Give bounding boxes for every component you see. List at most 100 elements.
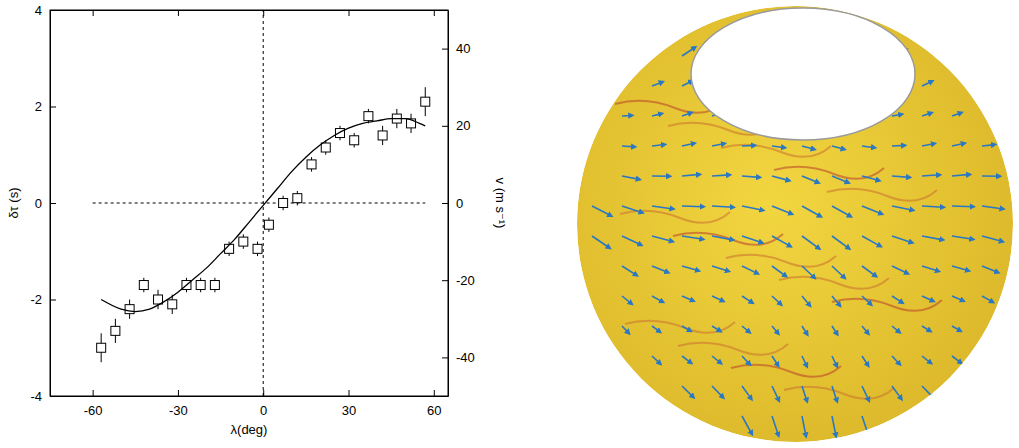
flow-arrow bbox=[622, 176, 640, 179]
x-top-tick bbox=[178, 10, 179, 16]
flow-arrow bbox=[952, 205, 974, 207]
flow-arrow bbox=[772, 266, 786, 276]
data-point bbox=[279, 199, 288, 208]
flow-arrow bbox=[892, 356, 900, 364]
y2-tick-label: 40 bbox=[456, 41, 470, 56]
plot-frame bbox=[50, 10, 448, 396]
flow-arrow bbox=[742, 176, 760, 177]
streak bbox=[726, 255, 836, 267]
flow-arrow bbox=[682, 356, 691, 363]
flow-arrow bbox=[652, 326, 660, 332]
flow-arrow bbox=[832, 176, 849, 183]
flow-arrow bbox=[862, 386, 869, 401]
flow-arrow bbox=[712, 236, 733, 240]
flow-arrow bbox=[802, 206, 821, 216]
flow-arrow bbox=[832, 326, 837, 334]
data-point bbox=[239, 237, 248, 246]
y2-tick-mark bbox=[442, 357, 448, 358]
x-tick: 60 bbox=[427, 390, 441, 418]
flow-arrow bbox=[832, 296, 840, 306]
data-point bbox=[378, 131, 387, 140]
flow-arrow bbox=[802, 176, 819, 183]
flow-arrow bbox=[982, 145, 995, 146]
flow-arrow bbox=[652, 82, 663, 86]
flow-arrow bbox=[802, 356, 807, 366]
flow-arrow bbox=[652, 175, 670, 177]
flow-arrow bbox=[892, 114, 902, 116]
flow-arrow bbox=[742, 416, 752, 434]
flow-arrow bbox=[682, 174, 700, 176]
flow-arrow bbox=[592, 206, 611, 216]
streak bbox=[731, 365, 841, 377]
flow-arrow bbox=[772, 206, 792, 214]
flow-arrow bbox=[832, 356, 837, 366]
streak bbox=[784, 387, 894, 399]
flow-arrow bbox=[682, 326, 691, 331]
y-tick-mark bbox=[50, 203, 56, 204]
flow-arrow bbox=[862, 356, 868, 366]
flow-arrow bbox=[802, 416, 806, 436]
flow-arrow bbox=[832, 236, 849, 249]
flow-arrow bbox=[682, 386, 694, 397]
flow-arrow bbox=[892, 176, 910, 177]
flow-arrow bbox=[832, 266, 845, 278]
streak bbox=[673, 233, 783, 245]
flow-arrow bbox=[862, 236, 881, 246]
x-tick-mark bbox=[434, 390, 435, 396]
flow-arrow bbox=[982, 236, 1003, 242]
flow-arrow bbox=[922, 266, 939, 271]
polar-gap bbox=[691, 8, 915, 140]
flow-arrow bbox=[802, 146, 814, 149]
flow-arrow bbox=[802, 236, 819, 249]
flow-arrow bbox=[742, 386, 751, 399]
streak bbox=[779, 277, 889, 289]
data-point bbox=[139, 281, 148, 290]
x-top-tick bbox=[93, 10, 94, 16]
flow-arrow bbox=[982, 296, 993, 302]
flow-arrow bbox=[622, 236, 641, 245]
flow-arrow bbox=[952, 113, 962, 116]
x-tick-label: 0 bbox=[260, 403, 267, 418]
flow-arrow bbox=[982, 266, 998, 273]
flow-arrow bbox=[952, 326, 961, 331]
data-point bbox=[97, 343, 106, 352]
flow-arrow bbox=[832, 206, 851, 216]
data-point bbox=[168, 300, 177, 309]
flow-arrow bbox=[682, 236, 703, 239]
flow-arrow bbox=[682, 81, 692, 86]
y2-tick-mark bbox=[442, 280, 448, 281]
x-top-tick-mark bbox=[93, 10, 94, 16]
flow-arrow bbox=[832, 416, 836, 436]
data-point bbox=[264, 220, 273, 229]
flow-arrow bbox=[922, 386, 933, 398]
flow-arrow bbox=[982, 206, 1003, 209]
x-tick: 30 bbox=[342, 390, 356, 418]
flow-arrow bbox=[652, 206, 673, 209]
flow-arrow bbox=[592, 236, 610, 248]
flow-arrow bbox=[802, 386, 807, 401]
flow-arrow bbox=[772, 386, 779, 401]
flow-arrow bbox=[952, 143, 965, 146]
y2-tick: -40 bbox=[442, 350, 475, 365]
flow-arrow bbox=[742, 296, 753, 303]
flow-arrow bbox=[772, 176, 789, 181]
y2-tick-mark bbox=[442, 126, 448, 127]
flow-arrow bbox=[922, 81, 932, 86]
flow-arrow bbox=[742, 266, 758, 274]
flow-arrow bbox=[712, 144, 725, 146]
flow-arrow bbox=[952, 266, 969, 271]
flow-arrow bbox=[832, 386, 837, 401]
flow-arrow bbox=[622, 326, 629, 333]
data-point bbox=[293, 194, 302, 203]
y2-tick: 40 bbox=[442, 41, 470, 56]
flow-arrow bbox=[952, 296, 964, 301]
y2-tick-label: 0 bbox=[456, 196, 463, 211]
flow-arrow bbox=[832, 146, 844, 149]
y-tick: 2 bbox=[35, 99, 56, 114]
y-axis-title: δτ (s) bbox=[6, 188, 21, 219]
flow-arrow bbox=[862, 416, 869, 436]
flow-arrow bbox=[622, 145, 635, 147]
flow-arrow bbox=[622, 206, 642, 213]
y2-tick-label: -40 bbox=[456, 350, 475, 365]
streak bbox=[625, 321, 735, 333]
